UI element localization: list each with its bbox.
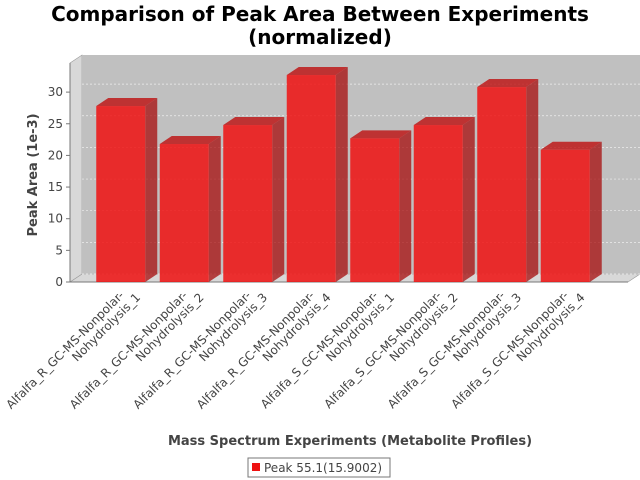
bar: [223, 125, 273, 282]
bar: [96, 106, 146, 282]
bar-side: [589, 141, 602, 282]
y-tick-label: 5: [55, 243, 63, 257]
y-tick-label: 10: [48, 212, 63, 226]
bar-side: [399, 130, 412, 282]
plot-left-wall: [69, 54, 83, 283]
y-tick-label: 20: [48, 148, 63, 162]
y-tick-label: 0: [55, 275, 63, 289]
legend-swatch: [252, 463, 260, 471]
y-tick-label: 15: [48, 180, 63, 194]
bar-top: [159, 136, 221, 145]
bar-side: [208, 136, 221, 282]
y-tick-label: 30: [48, 85, 63, 99]
chart-title: Comparison of Peak Area Between Experime…: [51, 2, 589, 49]
bar-side: [145, 98, 158, 282]
bar: [350, 138, 400, 282]
legend-box: [247, 457, 391, 478]
bar-top: [350, 130, 412, 139]
bar-side: [335, 67, 348, 283]
bar: [477, 87, 527, 282]
bar-top: [540, 141, 602, 150]
bar-top: [477, 79, 539, 88]
bar-side: [272, 117, 285, 282]
legend-label: Peak 55.1(15.9002): [264, 461, 382, 475]
bar-top: [286, 67, 348, 76]
bar: [159, 144, 209, 282]
bar-top: [223, 117, 285, 126]
bar-side: [462, 117, 475, 282]
bar: [540, 149, 590, 282]
bar-top: [96, 98, 158, 107]
x-axis-label: Mass Spectrum Experiments (Metabolite Pr…: [168, 434, 532, 449]
bar-top: [413, 117, 475, 126]
bar-side: [526, 79, 539, 282]
y-axis-label: Peak Area (1e-3): [26, 113, 41, 236]
y-tick-label: 25: [48, 117, 63, 131]
bar: [286, 75, 336, 283]
bar: [413, 125, 463, 282]
